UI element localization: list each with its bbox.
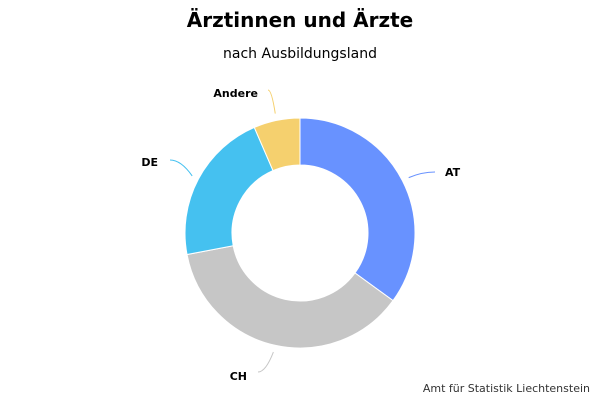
slice-group — [184, 117, 416, 349]
credit-text[interactable]: Amt für Statistik Liechtenstein — [422, 382, 590, 395]
data-label-at: AT — [445, 166, 461, 179]
slice-de[interactable] — [184, 126, 274, 256]
connector-andere — [267, 89, 276, 114]
data-label-ch: CH — [230, 370, 247, 383]
connector-de — [169, 159, 193, 177]
connector-group — [169, 89, 436, 373]
chart-title: Ärztinnen und Ärzte — [187, 8, 414, 32]
connector-at — [408, 171, 436, 179]
slice-andere[interactable] — [253, 117, 301, 172]
data-label-de: DE — [141, 156, 158, 169]
chart-subtitle: nach Ausbildungsland — [223, 46, 377, 62]
slice-ch[interactable] — [186, 245, 394, 349]
connector-ch — [257, 351, 274, 373]
label-group: AT CH DE Andere — [141, 87, 460, 383]
data-label-andere: Andere — [213, 87, 258, 100]
slice-at[interactable] — [299, 117, 416, 302]
